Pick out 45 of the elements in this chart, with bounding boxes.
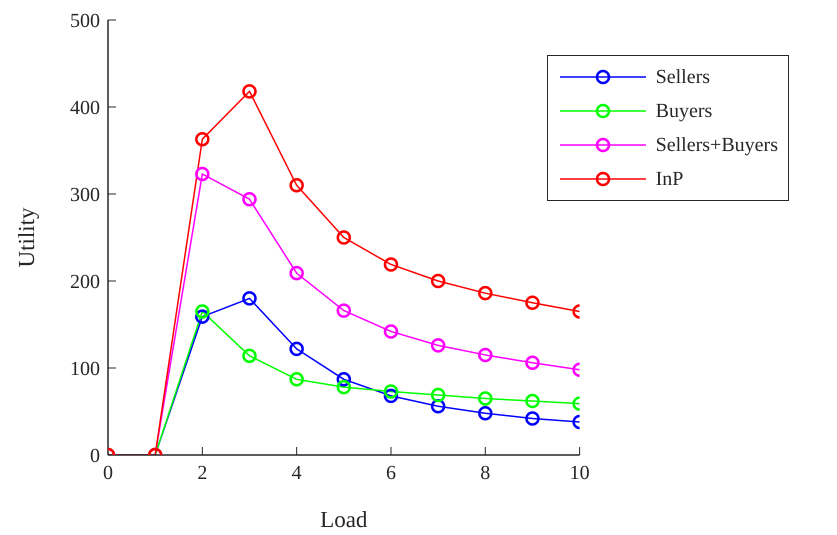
point: [430, 274, 446, 288]
point: [478, 348, 493, 362]
x-tick-label: 2: [197, 462, 208, 484]
point: [289, 372, 304, 387]
point: [336, 303, 352, 318]
point: [242, 192, 257, 206]
point: [525, 394, 540, 408]
point: [384, 324, 398, 339]
y-tick-label: 400: [70, 97, 100, 120]
point: [289, 178, 304, 193]
point: [384, 384, 398, 399]
point: [289, 342, 304, 356]
legend-label: Buyers: [656, 100, 712, 122]
y-tick-label: 300: [70, 184, 100, 206]
x-tick-label: 8: [480, 462, 490, 484]
legend-label: InP: [656, 168, 684, 190]
y-tick-label: 500: [70, 10, 100, 32]
point: [242, 84, 257, 99]
x-tick-label: 6: [386, 462, 396, 484]
point: [336, 230, 352, 245]
legend-label: Sellers+Buyers: [656, 134, 778, 156]
point: [384, 257, 398, 272]
point: [478, 286, 493, 300]
y-axis-title: Utility: [14, 206, 40, 268]
point: [242, 348, 257, 364]
point: [336, 380, 352, 394]
y-tick-label: 0: [90, 445, 100, 468]
point: [195, 166, 210, 182]
point: [525, 296, 540, 310]
point: [478, 391, 493, 406]
y-tick-label: 200: [70, 271, 100, 294]
point: [478, 406, 493, 420]
point: [525, 356, 540, 370]
x-axis-title: Load: [320, 507, 368, 532]
y-tick-label: 100: [70, 358, 100, 380]
point: [525, 411, 540, 426]
x-tick-label: 4: [292, 462, 302, 484]
point: [195, 304, 210, 319]
x-tick-label: 10: [570, 462, 590, 484]
legend-label: Sellers: [656, 66, 710, 88]
point: [289, 266, 304, 280]
point: [430, 388, 446, 402]
point: [430, 338, 446, 353]
point: [242, 291, 257, 306]
point: [195, 132, 210, 146]
